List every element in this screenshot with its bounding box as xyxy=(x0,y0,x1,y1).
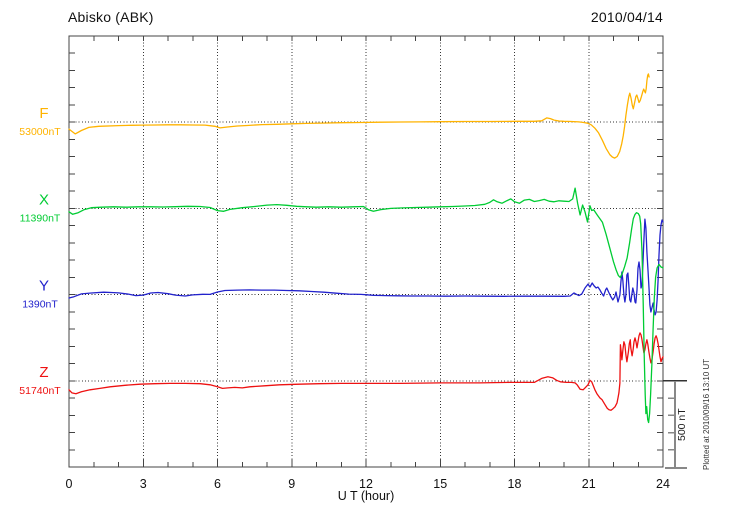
trace-X xyxy=(68,187,664,424)
scale-bar-label: 500 nT xyxy=(676,408,688,441)
x-axis-label: U T (hour) xyxy=(337,489,395,503)
plotted-at-note: Plotted at 2010/09/16 13:10 UT xyxy=(702,358,711,470)
channel-label-X: X xyxy=(39,191,49,208)
observation-date: 2010/04/14 xyxy=(590,9,663,25)
channel-baseline-value-Z: 51740nT xyxy=(19,385,61,397)
x-tick-label: 18 xyxy=(508,477,522,491)
x-tick-label: 12 xyxy=(359,477,373,491)
channel-baseline-value-Y: 1390nT xyxy=(22,299,58,311)
x-tick-label: 6 xyxy=(214,477,221,491)
channel-baseline-value-F: 53000nT xyxy=(19,126,61,138)
x-tick-label: 24 xyxy=(656,477,670,491)
x-tick-label: 9 xyxy=(288,477,295,491)
channel-label-F: F xyxy=(39,105,48,122)
channel-label-Y: Y xyxy=(39,278,49,295)
trace-F xyxy=(68,73,650,159)
x-tick-label: 3 xyxy=(140,477,147,491)
x-tick-label: 15 xyxy=(433,477,447,491)
channel-label-Z: Z xyxy=(39,364,48,381)
trace-Y xyxy=(68,218,664,316)
trace-Z xyxy=(68,332,664,411)
station-title: Abisko (ABK) xyxy=(68,9,154,25)
channel-baseline-value-X: 11390nT xyxy=(20,212,61,224)
x-tick-label: 0 xyxy=(66,477,73,491)
x-tick-label: 21 xyxy=(582,477,596,491)
